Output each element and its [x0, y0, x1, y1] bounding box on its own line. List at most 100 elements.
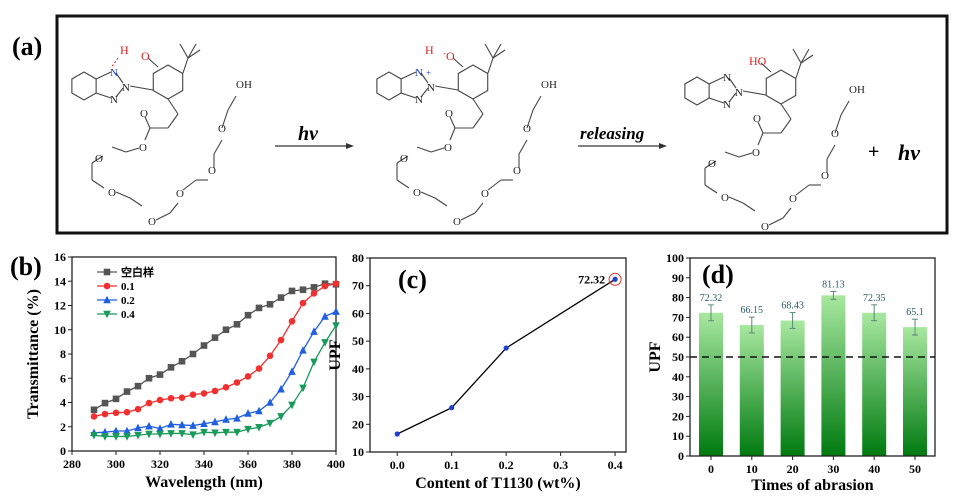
bar [862, 312, 887, 456]
x-tick-label: 280 [63, 457, 81, 471]
ether-oxygen: O [513, 165, 521, 177]
bond [834, 114, 842, 134]
bar [780, 320, 805, 456]
panel-a-frame [55, 14, 949, 235]
bond [487, 57, 494, 74]
x-tick-label: 0 [708, 462, 714, 476]
x-tick-label: 0.1 [444, 458, 459, 472]
data-point [244, 425, 252, 434]
ether-oxygen: O [176, 188, 184, 200]
ether-oxygen: O [95, 153, 103, 165]
data-point [189, 431, 197, 439]
ether-oxygen: O [400, 153, 408, 165]
legend-label: 0.1 [121, 281, 135, 293]
phenol-oxygen: HO [749, 54, 767, 68]
ester-oxygen: O [752, 147, 760, 159]
series-0 [90, 280, 340, 414]
bond [474, 202, 484, 214]
bond [768, 217, 784, 226]
nitrogen-atom: N [415, 67, 423, 79]
data-point [233, 320, 241, 328]
data-point [189, 391, 197, 398]
data-point [277, 294, 285, 301]
x-tick-label: 40 [868, 462, 880, 476]
bond [227, 95, 237, 111]
hydrogen-atom: H [120, 43, 129, 57]
data-point [145, 374, 153, 382]
data-point [101, 399, 109, 407]
bond [800, 54, 814, 64]
data-point [288, 367, 296, 375]
product-hv-label: hv [898, 140, 920, 165]
y-tick-label: 20 [352, 417, 364, 431]
data-point [211, 417, 219, 426]
bond [795, 184, 810, 196]
data-point [200, 390, 208, 397]
data-point [167, 430, 175, 438]
bond [526, 109, 534, 129]
data-point [112, 409, 120, 417]
y-tick-label: 2 [60, 420, 66, 434]
data-point [321, 312, 329, 320]
y-tick-label: 100 [666, 251, 684, 265]
nitrogen-atom: N [415, 94, 423, 106]
phenyl-ring [765, 69, 797, 105]
data-point [200, 428, 208, 437]
data-point [244, 409, 252, 417]
bond [144, 127, 151, 141]
bond [125, 147, 140, 153]
phenol-oxygen: O [446, 49, 455, 63]
data-point [255, 424, 263, 432]
series-2 [90, 307, 340, 437]
data-point [310, 284, 318, 291]
bond [780, 118, 792, 134]
bond [155, 212, 171, 221]
bond [434, 85, 459, 91]
bond [708, 76, 725, 85]
nitrogen-atom: N [723, 99, 731, 111]
legend-label: 0.2 [121, 295, 135, 307]
data-point [244, 311, 252, 319]
bond [115, 87, 124, 98]
bond [221, 109, 229, 129]
bond [420, 72, 429, 84]
y-tick-label: 40 [352, 362, 364, 376]
data-point [255, 304, 263, 312]
bond [728, 196, 744, 204]
arrow-releasing-label: releasing [580, 124, 645, 143]
data-point [145, 399, 153, 407]
bond [472, 113, 484, 129]
legend-label: 空白样 [121, 265, 154, 279]
bond [95, 71, 112, 80]
bond [115, 191, 131, 199]
x-tick-label: 10 [746, 462, 758, 476]
x-tick-label: 0.3 [553, 458, 568, 472]
bond [169, 202, 179, 214]
benzene-ring [684, 76, 710, 106]
bond [400, 92, 417, 99]
bond [449, 127, 456, 141]
bond [129, 197, 143, 207]
bond [724, 151, 740, 158]
x-tick-label: 0.4 [608, 458, 623, 472]
bond [792, 48, 802, 64]
x-tick-label: 50 [909, 462, 921, 476]
x-axis-label: Wavelength (nm) [145, 474, 263, 491]
panel-d-chart: 72.32 0 66.15 10 68.43 20 81.13 30 72.35 40 65.1 50… [647, 251, 936, 494]
y-tick-label: 8 [60, 347, 66, 361]
panel-b-chart: (b) 280 300 320 340 360 380 400 0 2 4 6 8 10 12 14 16 Wav… [10, 250, 345, 491]
y-tick-label: 6 [60, 371, 66, 385]
data-point [156, 371, 164, 378]
data-point [222, 326, 230, 334]
bar [699, 312, 723, 456]
bond [742, 90, 767, 96]
data-point [222, 415, 230, 423]
bond [416, 146, 432, 153]
x-tick-label: 320 [151, 457, 169, 471]
panel-c-chart: 0.0 0.1 0.2 0.3 0.4 10 20 30 40 50 60 70 80 Content o… [327, 251, 627, 492]
x-tick-label: 340 [195, 457, 213, 471]
ether-oxygen: O [831, 128, 839, 140]
